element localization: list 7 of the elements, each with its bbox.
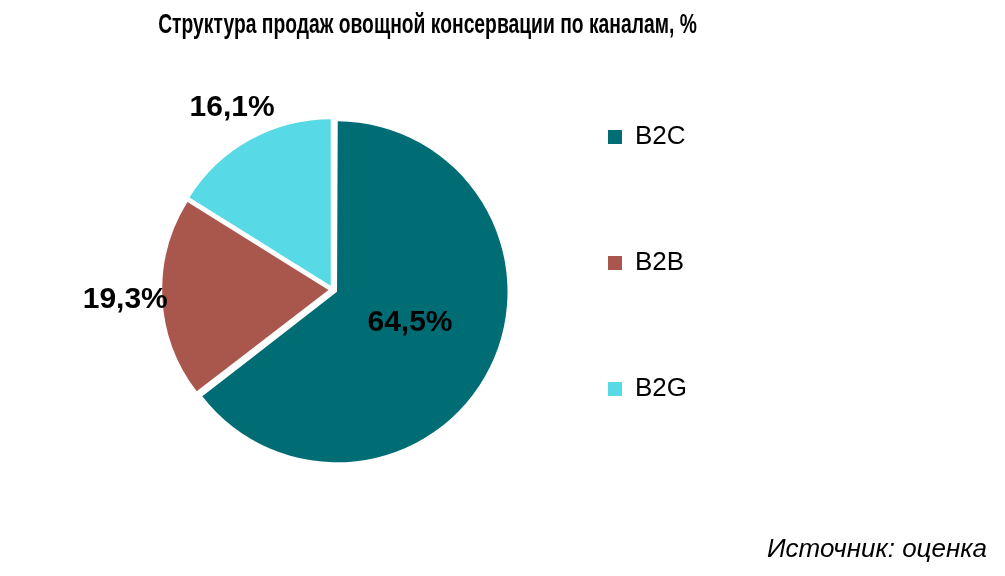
legend-label: B2B xyxy=(634,246,685,277)
legend-label: B2C xyxy=(634,120,686,151)
chart-title: Структура продаж овощной консервации по каналам, % xyxy=(158,6,697,39)
legend-label: B2G xyxy=(634,372,688,403)
text: Источник: оценка xyxy=(766,533,987,564)
data-label: 64,5% xyxy=(367,304,453,338)
data-label: 16,1% xyxy=(189,89,275,123)
